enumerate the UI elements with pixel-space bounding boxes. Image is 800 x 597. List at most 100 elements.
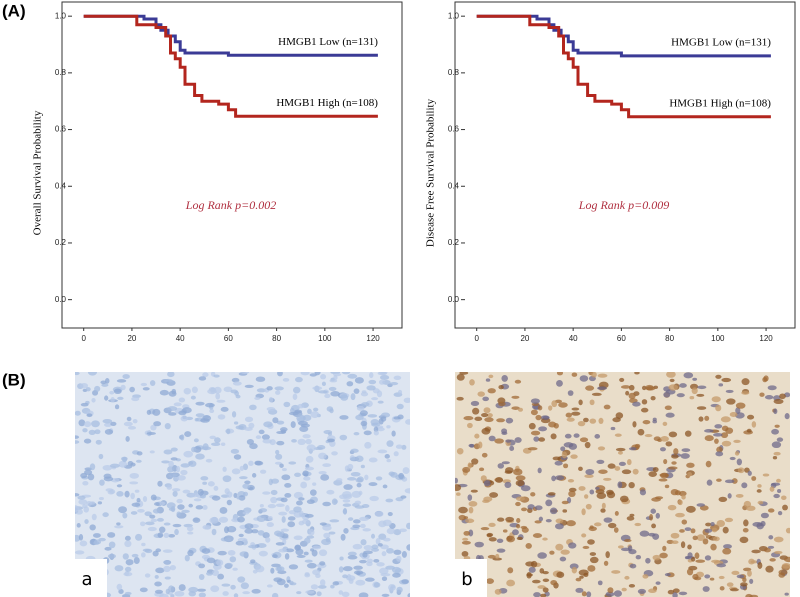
- cell: [666, 372, 676, 378]
- cell: [205, 458, 213, 463]
- cell: [687, 544, 692, 550]
- cell: [302, 434, 311, 439]
- cell: [202, 505, 208, 510]
- cell: [745, 593, 753, 597]
- cell: [669, 378, 675, 383]
- cell: [587, 539, 595, 545]
- cell: [720, 432, 729, 439]
- cell: [256, 388, 266, 393]
- cell: [94, 385, 101, 392]
- cell: [734, 451, 740, 456]
- cell: [561, 500, 569, 505]
- cell: [585, 503, 592, 510]
- cell: [573, 433, 580, 438]
- cell: [594, 522, 602, 527]
- cell: [255, 435, 262, 439]
- cell: [603, 477, 612, 481]
- cell: [118, 588, 124, 594]
- cell: [326, 406, 334, 412]
- cell: [159, 593, 169, 597]
- cell: [142, 387, 150, 391]
- cell: [720, 416, 731, 423]
- cell: [621, 469, 632, 475]
- cell: [571, 407, 580, 411]
- panel-label: (B): [2, 370, 26, 389]
- cell: [400, 495, 407, 499]
- cell: [110, 397, 115, 403]
- cell: [671, 540, 679, 545]
- cell: [321, 381, 326, 387]
- cell: [686, 462, 695, 468]
- cell: [97, 501, 103, 505]
- cell: [482, 396, 489, 402]
- cell: [696, 534, 705, 542]
- cell: [283, 401, 291, 408]
- cell: [642, 574, 649, 579]
- cell: [367, 414, 378, 418]
- cell: [296, 591, 302, 595]
- cell: [197, 488, 204, 496]
- cell: [538, 437, 546, 442]
- cell: [288, 564, 299, 570]
- cell: [456, 447, 464, 455]
- cell: [124, 540, 132, 548]
- cell: [488, 537, 497, 542]
- cell: [487, 388, 496, 394]
- cell: [564, 433, 572, 439]
- cell: [591, 392, 602, 396]
- cell: [86, 413, 93, 418]
- cell: [505, 516, 515, 523]
- cell: [346, 381, 354, 387]
- cell: [364, 474, 369, 481]
- cell: [192, 517, 201, 523]
- cell: [298, 520, 305, 526]
- cell: [285, 505, 290, 512]
- cell: [118, 460, 127, 468]
- cell: [649, 513, 654, 521]
- cell: [655, 581, 661, 585]
- cell: [284, 553, 290, 560]
- histology-image: a: [73, 372, 410, 597]
- cell: [778, 572, 786, 578]
- cell: [587, 565, 596, 572]
- cell: [373, 558, 380, 563]
- cell: [650, 508, 657, 514]
- x-tick-label: 80: [272, 334, 281, 343]
- cell: [323, 429, 333, 435]
- cell: [634, 443, 641, 449]
- cell: [204, 525, 212, 530]
- cell: [680, 453, 690, 459]
- cell: [514, 437, 522, 443]
- cell: [662, 545, 667, 552]
- cell: [149, 514, 156, 519]
- cell: [213, 485, 219, 491]
- cell: [628, 481, 635, 489]
- cell: [361, 402, 370, 407]
- cell: [110, 421, 117, 427]
- cell: [711, 396, 721, 403]
- cell: [697, 385, 707, 390]
- cell: [498, 384, 504, 390]
- cell: [230, 584, 236, 590]
- cell: [747, 470, 752, 476]
- cell: [75, 550, 85, 555]
- survival-curve: [476, 14, 771, 119]
- cell: [678, 591, 688, 596]
- cell: [107, 532, 116, 538]
- cell: [603, 517, 613, 523]
- cell: [375, 538, 381, 545]
- cell: [267, 503, 277, 509]
- cell: [488, 374, 494, 379]
- cell: [327, 438, 335, 443]
- cell: [125, 559, 134, 566]
- cell: [144, 573, 151, 578]
- cell: [102, 512, 109, 518]
- cell: [724, 517, 734, 523]
- cell: [471, 458, 479, 465]
- cell: [494, 438, 504, 444]
- cell: [309, 528, 315, 536]
- cell: [163, 565, 171, 573]
- cell: [218, 516, 229, 523]
- cell: [276, 440, 285, 446]
- cell: [172, 523, 182, 528]
